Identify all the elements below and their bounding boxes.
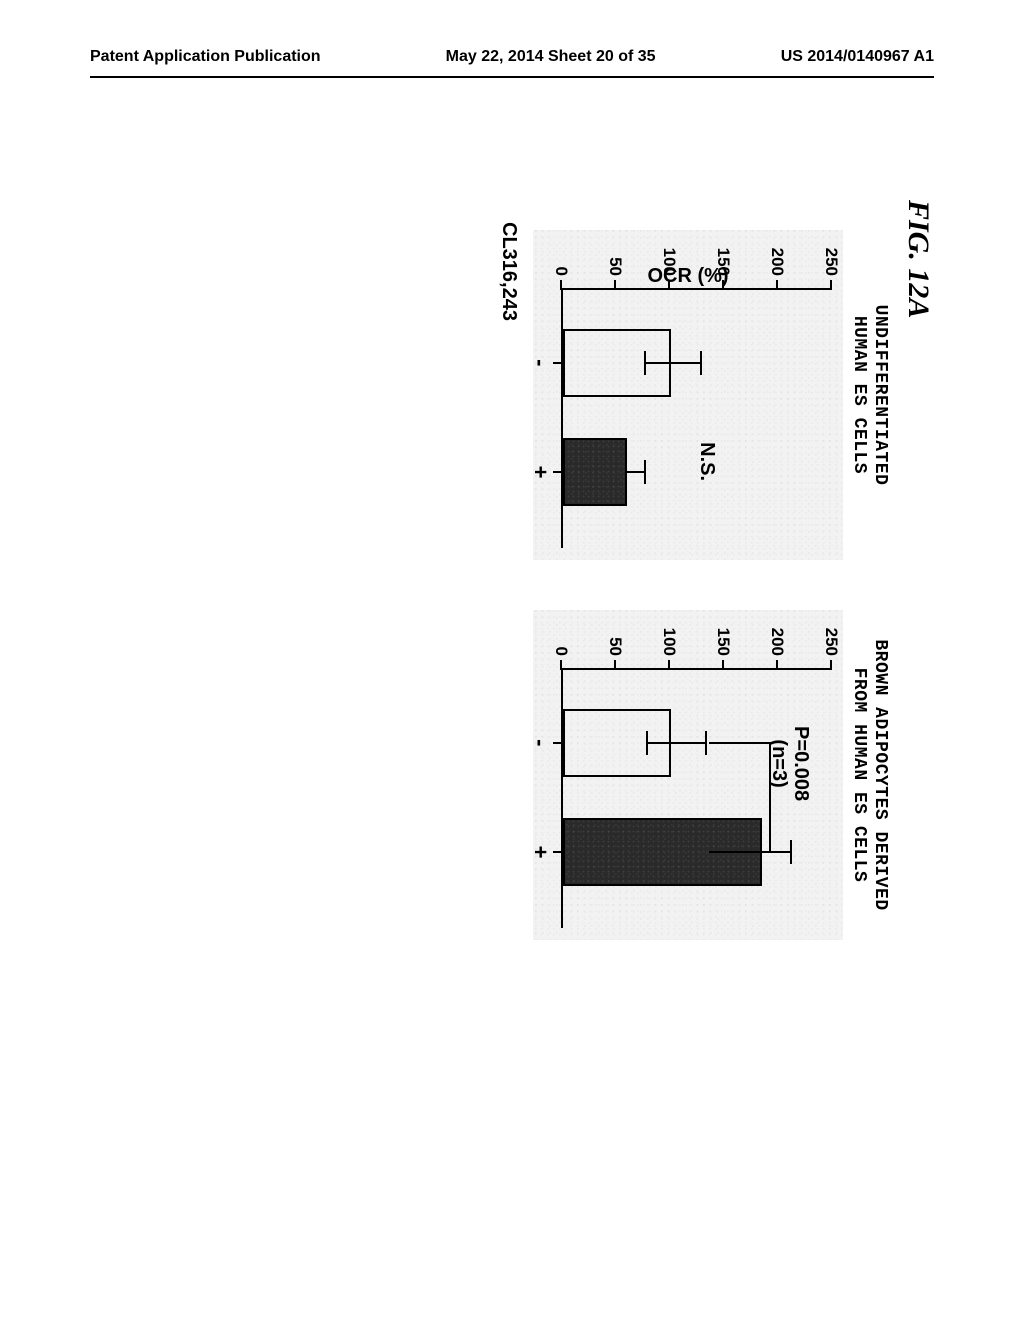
y-tick-label: 50 — [605, 257, 625, 276]
y-tick — [776, 660, 778, 670]
error-bar-down — [647, 742, 669, 744]
error-bar-down — [645, 362, 669, 364]
y-tick — [614, 660, 616, 670]
header-rule — [90, 76, 934, 78]
plot-area: 050100150200250-+N.S. — [561, 288, 831, 548]
y-tick-label: 200 — [767, 248, 787, 276]
stat-annotation: N.S. — [696, 412, 718, 512]
y-tick-label: 250 — [821, 628, 841, 656]
bar — [563, 438, 628, 506]
y-tick — [560, 280, 562, 290]
y-tick — [668, 280, 670, 290]
y-tick-label: 200 — [767, 628, 787, 656]
error-bar-up — [669, 362, 701, 364]
chart: OCR (%)050100150200250-+N.S.CL316,243 — [533, 230, 843, 560]
x-tick — [553, 742, 563, 744]
figure-label: FIG. 12A — [901, 200, 935, 318]
y-tick — [830, 660, 832, 670]
x-tick-label: - — [527, 359, 553, 366]
panels-row: UNDIFFERENTIATEDHUMAN ES CELLSOCR (%)050… — [533, 230, 890, 940]
panel-0: UNDIFFERENTIATEDHUMAN ES CELLSOCR (%)050… — [533, 230, 890, 560]
header-left: Patent Application Publication — [90, 48, 321, 66]
y-tick — [668, 660, 670, 670]
bracket-top — [769, 743, 771, 852]
error-cap — [646, 731, 648, 755]
x-tick — [553, 471, 563, 473]
panel-title: UNDIFFERENTIATEDHUMAN ES CELLS — [849, 230, 890, 560]
error-cap — [644, 351, 646, 375]
y-tick-label: 0 — [551, 647, 571, 656]
figure-12a: FIG. 12A UNDIFFERENTIATEDHUMAN ES CELLSO… — [130, 230, 900, 1000]
header-center: May 22, 2014 Sheet 20 of 35 — [446, 48, 656, 66]
error-cap — [700, 351, 702, 375]
y-tick — [560, 660, 562, 670]
x-tick — [553, 851, 563, 853]
y-tick-label: 150 — [713, 628, 733, 656]
y-tick — [830, 280, 832, 290]
y-tick — [722, 280, 724, 290]
panel-1: BROWN ADIPOCYTES DERIVEDFROM HUMAN ES CE… — [533, 610, 890, 940]
y-tick — [614, 280, 616, 290]
page-header: Patent Application Publication May 22, 2… — [0, 48, 1024, 66]
chart: 050100150200250-+P=0.008 (n=3) — [533, 610, 843, 940]
header-right: US 2014/0140967 A1 — [781, 48, 934, 66]
panel-title: BROWN ADIPOCYTES DERIVEDFROM HUMAN ES CE… — [849, 610, 890, 940]
treatment-label: CL316,243 — [497, 222, 520, 321]
x-tick-label: - — [527, 739, 553, 746]
error-cap — [644, 460, 646, 484]
stat-annotation: P=0.008 (n=3) — [768, 714, 812, 814]
error-cap — [790, 840, 792, 864]
y-tick — [776, 280, 778, 290]
error-bar-up — [625, 471, 644, 473]
error-bar-up — [669, 742, 707, 744]
x-tick-label: + — [527, 846, 553, 859]
plot-area: 050100150200250-+P=0.008 (n=3) — [561, 668, 831, 928]
bracket-side — [709, 742, 771, 744]
y-tick-label: 50 — [605, 637, 625, 656]
x-tick — [553, 362, 563, 364]
x-tick-label: + — [527, 466, 553, 479]
y-tick — [722, 660, 724, 670]
y-tick-label: 100 — [659, 628, 679, 656]
y-tick-label: 150 — [713, 248, 733, 276]
y-tick-label: 0 — [551, 267, 571, 276]
y-tick-label: 250 — [821, 248, 841, 276]
y-tick-label: 100 — [659, 248, 679, 276]
error-cap — [705, 731, 707, 755]
bracket-side — [709, 851, 771, 853]
